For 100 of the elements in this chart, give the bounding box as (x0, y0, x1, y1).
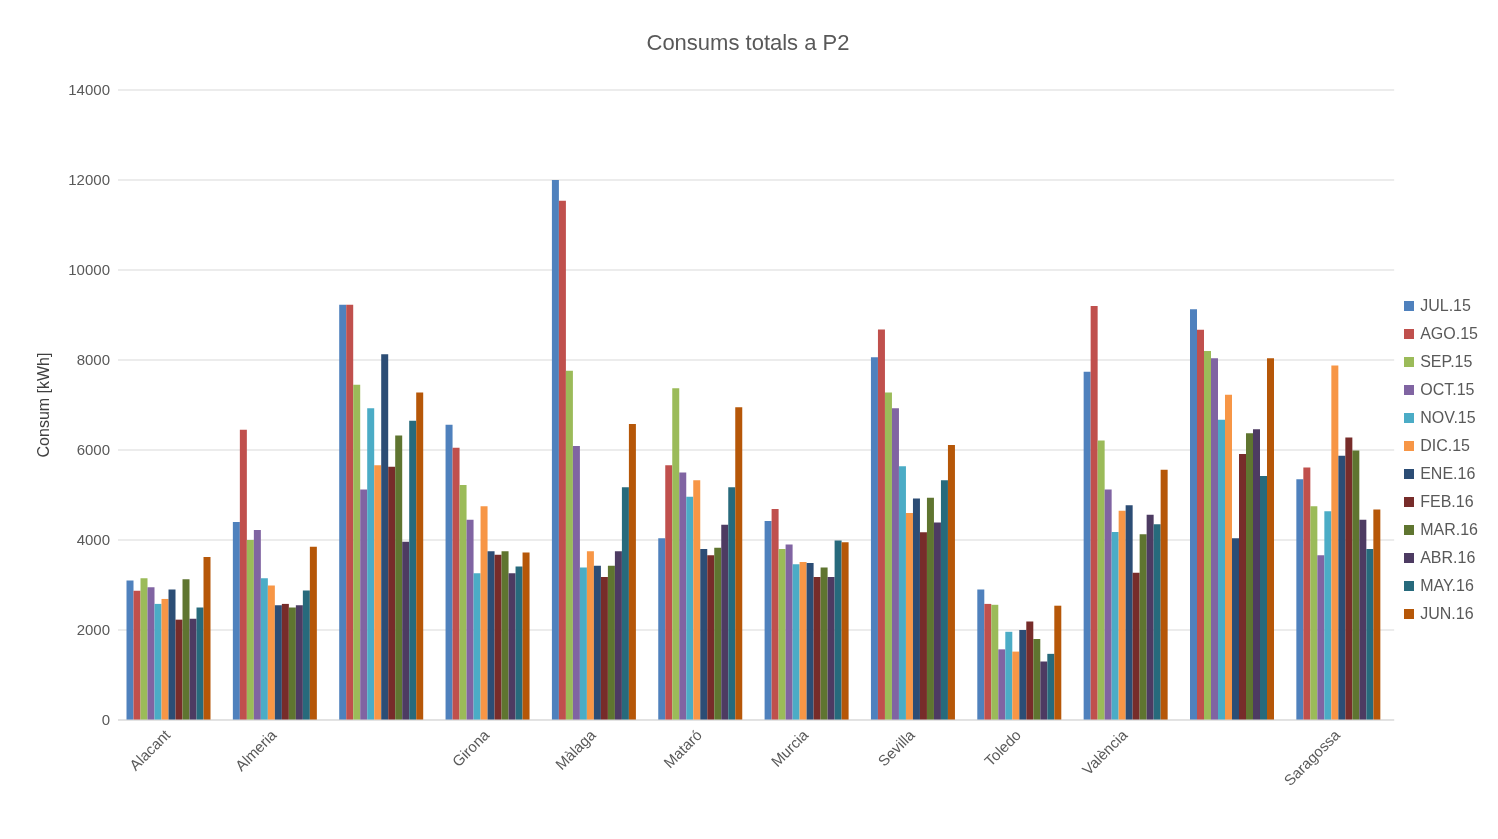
legend-label: SEP.15 (1420, 353, 1473, 371)
bar (133, 590, 141, 720)
bar (607, 565, 615, 720)
bar (785, 544, 793, 720)
bar (905, 513, 913, 720)
bar (1366, 549, 1374, 720)
bar (870, 357, 878, 720)
bar (147, 587, 155, 720)
bar (877, 329, 885, 720)
bar (1033, 639, 1041, 720)
bar (799, 562, 807, 720)
bar (679, 472, 687, 720)
bar (693, 480, 701, 720)
legend-label: OCT.15 (1420, 381, 1475, 399)
bar (1132, 572, 1140, 720)
bar (721, 524, 729, 720)
y-tick-label: 2000 (76, 621, 110, 639)
bar (1111, 531, 1119, 720)
bar (374, 465, 382, 720)
bar (508, 573, 516, 720)
bar (1160, 469, 1168, 720)
bar (1197, 329, 1204, 720)
bar (239, 429, 247, 720)
bar (416, 392, 424, 720)
bar (1260, 476, 1267, 720)
bar (621, 487, 629, 720)
bar (1026, 621, 1034, 720)
bar (288, 607, 296, 720)
bar (267, 585, 275, 720)
bar (154, 603, 162, 720)
bar (1338, 455, 1346, 720)
bar (1190, 309, 1197, 720)
bar (381, 354, 389, 720)
bar (884, 392, 892, 720)
bar (658, 538, 666, 720)
bar (388, 466, 396, 720)
bar (232, 522, 240, 720)
bar (409, 420, 417, 720)
y-tick-label: 12000 (68, 171, 110, 189)
bar (473, 573, 481, 720)
bar (1097, 440, 1105, 720)
bar (614, 551, 622, 720)
bar (1253, 429, 1260, 720)
bar (1317, 555, 1325, 720)
bar (501, 551, 509, 720)
bar (926, 497, 934, 720)
bar (402, 541, 410, 720)
bar (628, 423, 636, 720)
bar (558, 200, 566, 720)
bar (1005, 631, 1013, 720)
chart-title: Consums totals a P2 (645, 29, 851, 57)
bar (778, 549, 786, 720)
bar (806, 562, 814, 720)
bar (182, 579, 190, 720)
bar (1359, 519, 1367, 720)
bar (1090, 306, 1098, 720)
bar (813, 576, 821, 720)
bar (309, 546, 317, 720)
bar (168, 589, 176, 720)
bar (480, 506, 488, 720)
bar (771, 508, 779, 720)
bar (302, 590, 310, 720)
bar (764, 521, 772, 720)
bar (246, 540, 254, 720)
bar (1083, 371, 1091, 720)
bar (445, 424, 453, 720)
y-tick-label: 8000 (76, 351, 110, 369)
bar (196, 607, 204, 720)
y-tick-label: 4000 (76, 531, 110, 549)
bar (360, 489, 368, 720)
bar (714, 547, 722, 720)
bar (522, 552, 530, 720)
bar (1211, 358, 1218, 720)
bar (1019, 630, 1027, 720)
legend-label: MAY.16 (1420, 577, 1474, 595)
bar (140, 578, 148, 720)
y-tick-label: 14000 (68, 81, 110, 99)
bar (600, 576, 608, 720)
y-tick-label: 10000 (68, 261, 110, 279)
legend-label: DIC.15 (1420, 437, 1470, 455)
bar (253, 530, 261, 720)
bar (820, 567, 828, 720)
legend-label: MAR.16 (1420, 521, 1478, 539)
bar (947, 445, 955, 720)
bar (665, 465, 673, 720)
bar (1146, 514, 1154, 720)
bar (728, 487, 736, 720)
bar (203, 557, 211, 720)
bar (459, 485, 467, 720)
bar (1225, 394, 1232, 720)
bar (593, 565, 601, 720)
bar (1352, 450, 1360, 720)
bar (281, 603, 289, 720)
bar (1040, 661, 1048, 720)
y-axis-title: Consum [kWh] (34, 352, 52, 458)
bar (686, 496, 694, 720)
bar (1239, 454, 1246, 720)
bar (586, 551, 594, 720)
bar (515, 566, 523, 720)
bar (841, 542, 849, 720)
